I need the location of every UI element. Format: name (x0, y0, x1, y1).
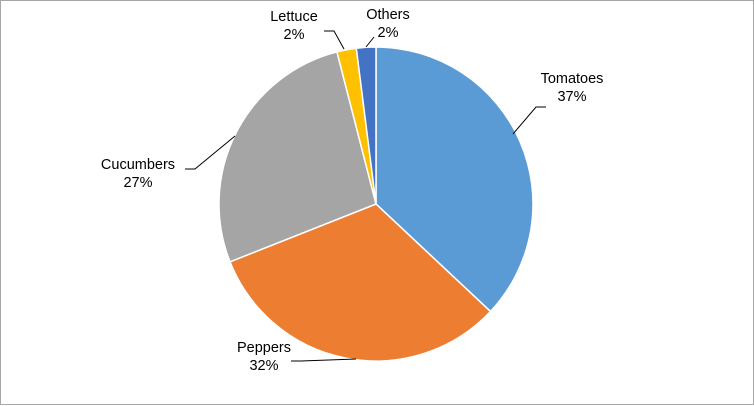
data-label-value-cucumbers: 27% (123, 175, 152, 191)
leader-line-lettuce (324, 30, 345, 50)
data-label-value-tomatoes: 37% (557, 89, 586, 105)
pie-slice-peppers (229, 203, 492, 362)
leader-line-others (365, 36, 375, 48)
data-labels: Tomatoes 37% Peppers 32% Cucumbers 27% Lettuce… (101, 7, 604, 374)
leader-line-cucumbers (185, 135, 236, 170)
leader-lines (185, 30, 546, 362)
data-label-value-lettuce: 2% (284, 27, 305, 43)
pie-slice-others (355, 46, 377, 205)
data-label-value-peppers: 32% (249, 358, 278, 374)
leader-line-tomatoes (512, 106, 546, 135)
leader-line-peppers (291, 358, 357, 362)
data-label-category-tomatoes: Tomatoes (541, 71, 604, 87)
pie-slices (218, 46, 534, 362)
data-label-category-peppers: Peppers (237, 340, 291, 356)
data-label-category-lettuce: Lettuce (270, 9, 318, 25)
pie-slice-cucumbers (218, 51, 377, 263)
data-label-category-cucumbers: Cucumbers (101, 157, 175, 173)
data-label-value-others: 2% (378, 25, 399, 41)
data-label-category-others: Others (366, 7, 410, 23)
pie-slice-tomatoes (375, 46, 534, 313)
